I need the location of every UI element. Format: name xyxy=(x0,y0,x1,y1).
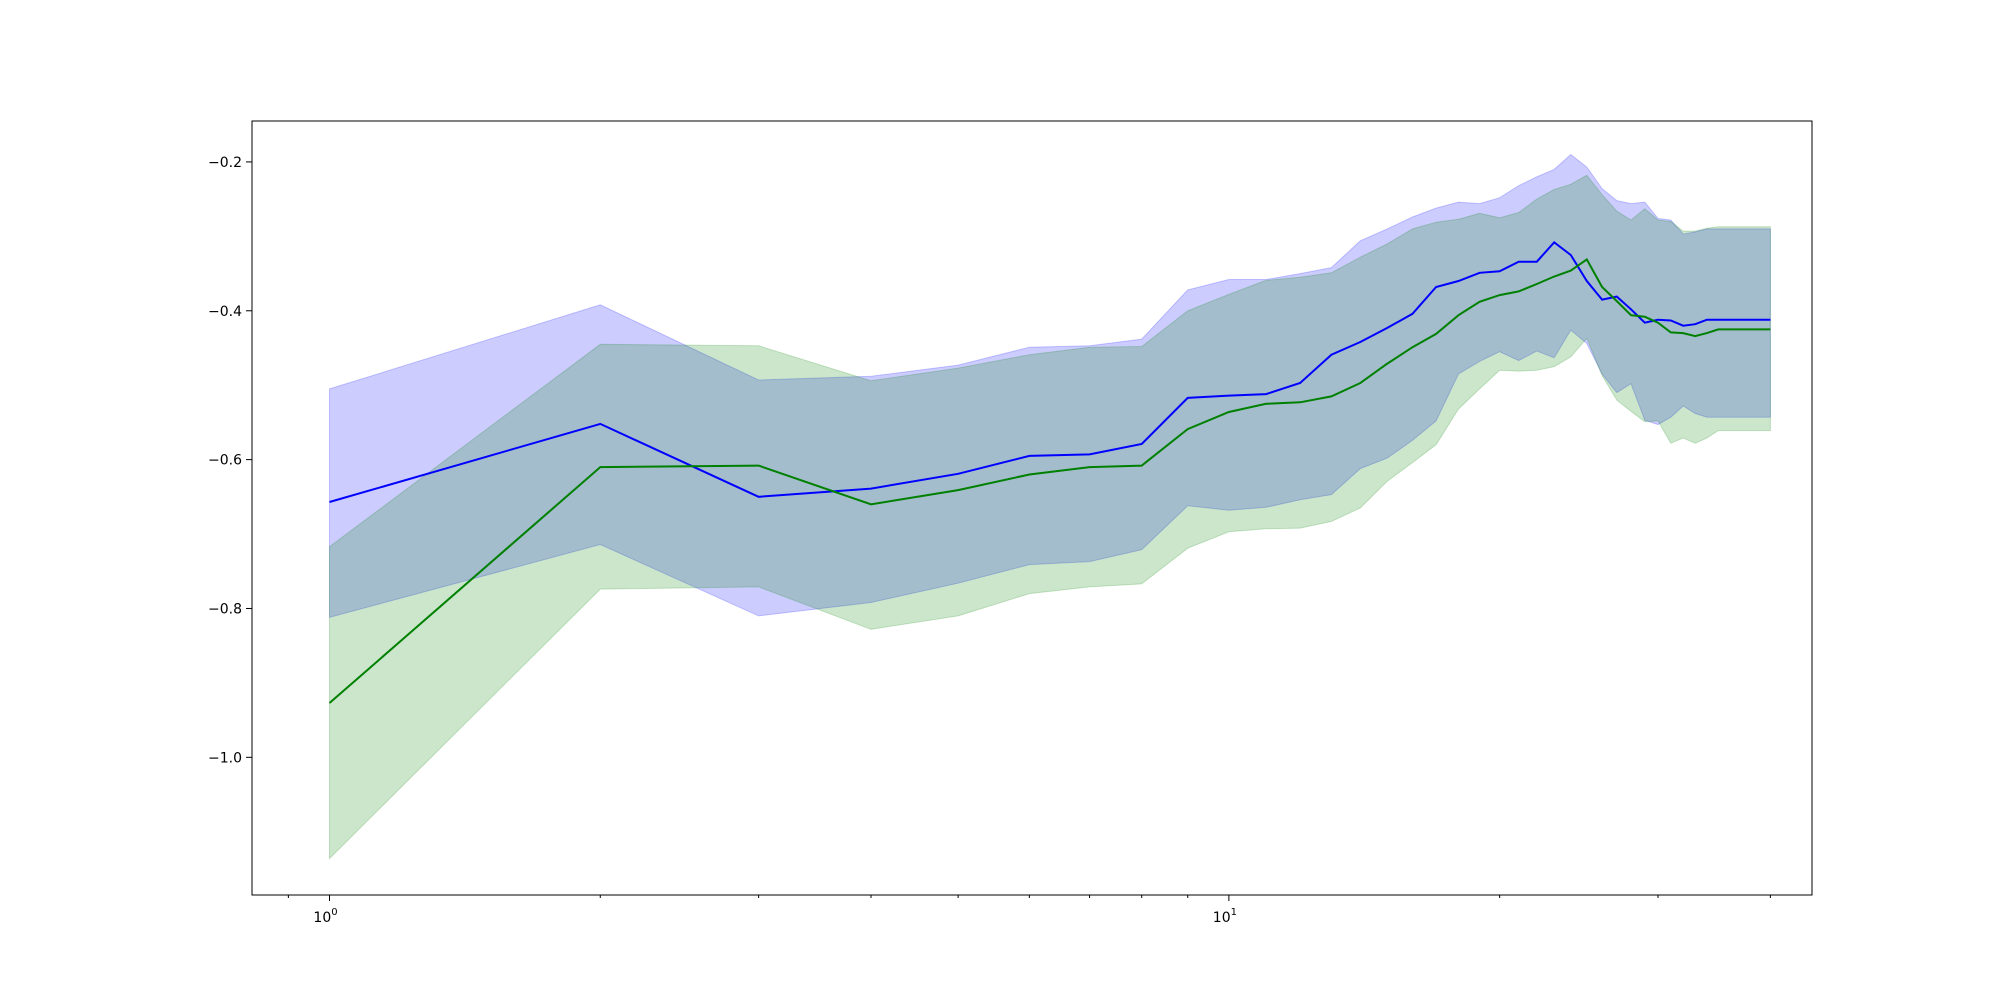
series-1-band xyxy=(329,153,1771,619)
x-tick-label: 101 xyxy=(1213,907,1237,926)
x-tick-label: 100 xyxy=(313,907,337,926)
y-tick-label: −0.2 xyxy=(208,155,242,171)
y-tick-label: −0.6 xyxy=(208,453,242,469)
confidence-bands xyxy=(329,153,1771,860)
y-tick-label: −0.8 xyxy=(208,601,242,617)
x-axis: 100 101 xyxy=(287,895,1771,926)
axes-frame xyxy=(251,120,1813,896)
y-axis: −0.2 −0.4 −0.6 −0.8 −1.0 xyxy=(208,155,252,766)
series-1-line xyxy=(329,240,1771,503)
series-lines xyxy=(328,240,1771,704)
y-tick-label: −1.0 xyxy=(208,750,242,766)
series-2-line xyxy=(328,257,1771,704)
series-2-band xyxy=(329,174,1771,860)
y-tick-label: −0.4 xyxy=(208,304,242,320)
